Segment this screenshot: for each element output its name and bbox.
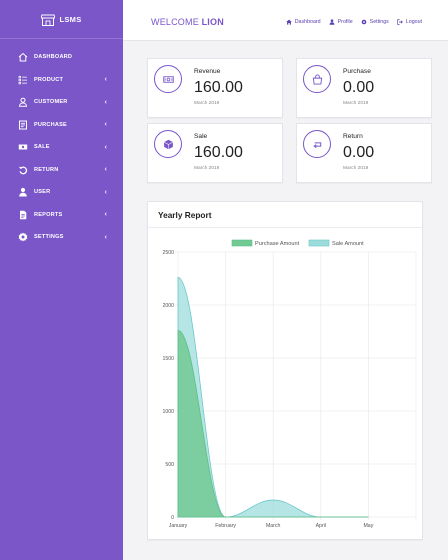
stat-date: March 2019 — [343, 166, 369, 171]
sidebar-item-label: PURCHASE — [34, 121, 67, 128]
chevron-left-icon: ‹ — [104, 76, 107, 84]
sidebar-nav: DASHBOARD PRODUCT ‹ CUSTOMER ‹ PURCHASE … — [0, 46, 123, 249]
stat-label: Purchase — [343, 68, 371, 75]
home-icon — [18, 52, 28, 62]
welcome-prefix: WELCOME — [151, 17, 199, 27]
x-tick-label: March — [266, 523, 281, 529]
top-link-label: Profile — [337, 19, 353, 25]
username: LION — [201, 17, 224, 27]
stat-date: March 2019 — [194, 101, 220, 106]
stat-value: 0.00 — [343, 79, 375, 96]
logout-icon — [397, 19, 403, 25]
chevron-left-icon: ‹ — [104, 143, 107, 151]
stat-date: March 2019 — [343, 101, 369, 106]
sidebar-item-label: USER — [34, 189, 51, 196]
stat-card-revenue[interactable]: Revenue 160.00 March 2019 — [147, 58, 283, 118]
stat-date: March 2019 — [194, 166, 220, 171]
welcome-message: WELCOME LION — [151, 17, 224, 27]
y-tick-label: 500 — [165, 462, 174, 468]
x-tick-label: May — [363, 523, 373, 529]
y-tick-label: 0 — [171, 515, 174, 521]
x-tick-label: February — [215, 523, 236, 529]
sidebar-item-label: SETTINGS — [34, 234, 64, 241]
legend-label: Sale Amount — [332, 241, 364, 247]
top-link-label: Logout — [405, 19, 422, 25]
sidebar-item-sale[interactable]: SALE ‹ — [0, 136, 123, 159]
chevron-left-icon: ‹ — [104, 211, 107, 219]
money-icon — [154, 65, 182, 93]
x-tick-label: January — [169, 523, 188, 529]
top-link-label: Settings — [369, 19, 389, 25]
stat-label: Return — [343, 133, 363, 140]
report-icon — [18, 210, 28, 220]
chevron-left-icon: ‹ — [104, 188, 107, 196]
top-link-logout[interactable]: Logout — [397, 19, 422, 25]
sidebar-item-label: RETURN — [34, 166, 59, 173]
stat-label: Sale — [194, 133, 208, 140]
sidebar-item-label: SALE — [34, 144, 50, 151]
return-icon — [303, 130, 331, 158]
sidebar-item-dashboard[interactable]: DASHBOARD — [0, 46, 123, 69]
user-icon — [329, 19, 335, 25]
sidebar-item-label: CUSTOMER — [34, 99, 68, 106]
y-tick-label: 2500 — [162, 250, 174, 256]
chevron-left-icon: ‹ — [104, 233, 107, 241]
legend-swatch — [308, 239, 330, 247]
chevron-left-icon: ‹ — [104, 166, 107, 174]
sidebar-item-label: DASHBOARD — [34, 54, 73, 61]
topbar: WELCOME LION Dashboard Profile Settings … — [123, 0, 448, 41]
stat-card-sale[interactable]: Sale 160.00 March 2019 — [147, 123, 283, 183]
gear-icon — [18, 232, 28, 242]
home-icon — [286, 19, 292, 25]
sidebar-item-user[interactable]: USER ‹ — [0, 181, 123, 204]
stat-value: 160.00 — [194, 79, 243, 96]
stat-card-purchase[interactable]: Purchase 0.00 March 2019 — [296, 58, 432, 118]
brand-name: LSMS — [59, 14, 82, 24]
store-icon — [40, 13, 57, 26]
brand[interactable]: LSMS — [0, 0, 123, 39]
chevron-left-icon: ‹ — [104, 98, 107, 106]
sidebar-item-return[interactable]: RETURN ‹ — [0, 159, 123, 182]
sidebar-item-settings[interactable]: SETTINGS ‹ — [0, 226, 123, 249]
user-icon — [18, 187, 28, 197]
divider — [148, 227, 422, 228]
sidebar-item-label: REPORTS — [34, 211, 63, 218]
stat-card-return[interactable]: Return 0.00 March 2019 — [296, 123, 432, 183]
yearly-report-card: Yearly Report 0 500 1000 1500 2000 2500 Januar… — [147, 201, 423, 540]
sidebar-item-purchase[interactable]: PURCHASE ‹ — [0, 114, 123, 137]
undo-icon — [18, 165, 28, 175]
receipt-icon — [18, 120, 28, 130]
yearly-report-chart: 0 500 1000 1500 2000 2500 January February March… — [162, 239, 417, 529]
sidebar-item-label: PRODUCT — [34, 76, 64, 83]
stat-label: Revenue — [194, 68, 221, 75]
cash-icon — [18, 142, 28, 152]
x-tick-label: April — [316, 523, 326, 529]
y-tick-label: 1500 — [162, 356, 174, 362]
top-links: Dashboard Profile Settings Logout — [286, 19, 422, 25]
list-icon — [18, 75, 28, 85]
stat-value: 0.00 — [343, 144, 375, 161]
stat-value: 160.00 — [194, 144, 243, 161]
legend-label: Purchase Amount — [255, 241, 300, 247]
y-tick-label: 1000 — [162, 409, 174, 415]
top-link-dashboard[interactable]: Dashboard — [286, 19, 321, 25]
user-icon — [18, 97, 28, 108]
top-link-settings[interactable]: Settings — [361, 19, 389, 25]
chevron-left-icon: ‹ — [104, 121, 107, 129]
sidebar-item-product[interactable]: PRODUCT ‹ — [0, 69, 123, 92]
y-tick-label: 2000 — [162, 303, 174, 309]
box-icon — [154, 130, 182, 158]
sidebar-item-customer[interactable]: CUSTOMER ‹ — [0, 91, 123, 114]
bag-icon — [303, 65, 331, 93]
top-link-profile[interactable]: Profile — [329, 19, 353, 25]
sidebar-item-reports[interactable]: REPORTS ‹ — [0, 204, 123, 227]
top-link-label: Dashboard — [294, 19, 321, 25]
report-title: Yearly Report — [158, 210, 212, 220]
legend-swatch — [231, 239, 253, 247]
series-area-purchase — [177, 330, 369, 518]
gear-icon — [361, 19, 366, 25]
sidebar: LSMS DASHBOARD PRODUCT ‹ CUSTOMER ‹ PURC… — [0, 0, 123, 560]
